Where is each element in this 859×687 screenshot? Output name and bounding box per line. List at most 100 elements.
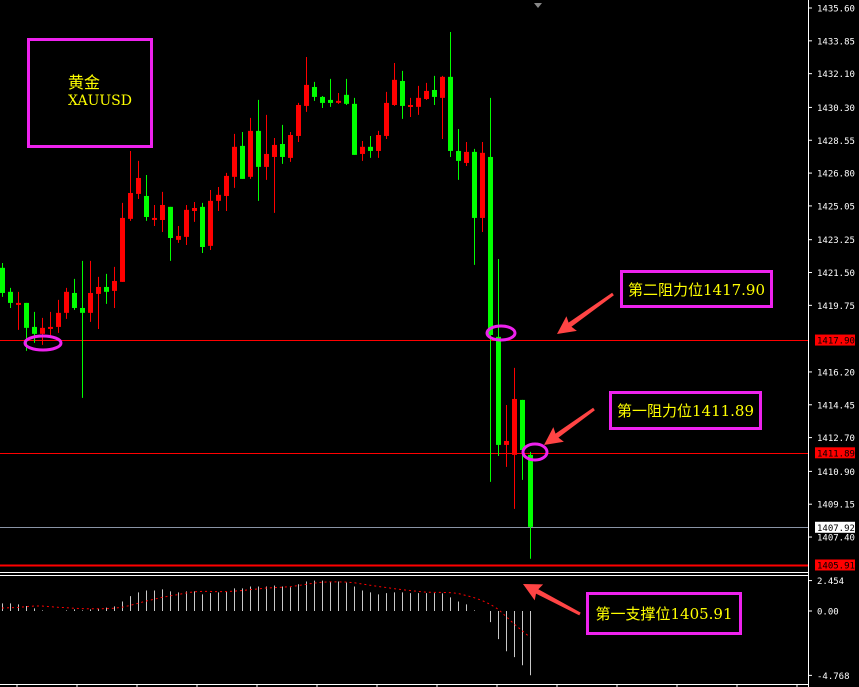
price-tick-label: 1409.15 [817, 501, 855, 511]
price-level-tag [815, 521, 855, 533]
price-levels [0, 340, 808, 567]
price-tick-label: 1428.55 [817, 137, 855, 147]
candle-body [8, 291, 13, 303]
price-level-tag [815, 447, 855, 459]
price-level-label: 1417.90 [817, 337, 855, 347]
candle-body [120, 217, 125, 282]
candle-body [424, 90, 429, 99]
candle-body [280, 144, 285, 157]
candle-body [528, 454, 533, 527]
macd-tick-label: -4.768 [817, 672, 850, 682]
candle-body [184, 209, 189, 237]
annotation-marks [23, 292, 614, 616]
candle-body [40, 327, 45, 334]
candle-body [240, 145, 245, 179]
price-tick-label: 1426.80 [817, 170, 855, 180]
candle-body [256, 130, 261, 167]
annotation-support-1: 第一支撑位1405.91 [586, 592, 742, 635]
candle-body [160, 204, 165, 220]
candle-body [456, 150, 461, 161]
price-tick-label: 1416.20 [817, 368, 855, 378]
arrow-icon [557, 292, 614, 334]
candle-body [512, 398, 517, 455]
macd-signal-line [1, 581, 531, 638]
arrow-icon [523, 584, 581, 616]
candle-body [176, 235, 181, 240]
candle-body [312, 86, 317, 97]
candle-body [480, 152, 485, 218]
candle-body [272, 144, 277, 157]
highlight-ellipse [23, 334, 63, 352]
price-tick-label: 1414.45 [817, 401, 855, 411]
candle-body [32, 326, 37, 334]
macd-tick-label: 0.00 [817, 608, 839, 618]
arrow-icon [544, 407, 595, 445]
candle-body [128, 192, 133, 219]
candle-body [496, 336, 501, 445]
price-tick-label: 1435.60 [817, 5, 855, 15]
price-level-tag [815, 334, 855, 346]
candle-body [144, 195, 149, 217]
candle-body [112, 280, 117, 291]
candle-body [488, 156, 493, 335]
candle-body [360, 146, 365, 154]
symbol-name: 黄金 [68, 73, 101, 92]
candle-body [520, 399, 525, 450]
highlight-ellipse [521, 442, 549, 462]
candle-body [80, 307, 85, 313]
candle-body [152, 217, 157, 220]
candle-body [216, 194, 221, 201]
candle-body [192, 207, 197, 211]
candle-body [320, 96, 325, 103]
macd-tick-label: 2.454 [817, 577, 844, 587]
price-tick-label: 1407.40 [817, 534, 855, 544]
annotation-resistance-1: 第一阻力位1411.89 [609, 391, 762, 430]
candle-body [408, 104, 413, 107]
candle-body [400, 80, 405, 106]
candle-body [224, 175, 229, 196]
candle-body [336, 100, 341, 103]
candle-body [288, 135, 293, 158]
candle-body [168, 206, 173, 238]
candle-body [16, 302, 21, 305]
candles [0, 32, 533, 559]
annotation-resistance-2: 第二阻力位1417.90 [620, 270, 773, 308]
price-tick-label: 1432.10 [817, 70, 855, 80]
candle-body [200, 206, 205, 248]
symbol-box: 黄金 XAUUSD [27, 38, 153, 148]
macd-panel: 2.454 0.00 -4.768 [1, 577, 850, 682]
price-level-tag [815, 559, 855, 571]
price-tick-label: 1412.70 [817, 434, 855, 444]
candle-body [392, 79, 397, 105]
candle-body [432, 89, 437, 97]
candle-body [464, 151, 469, 163]
candle-body [24, 302, 29, 328]
candle-body [208, 200, 213, 246]
candle-body [368, 146, 373, 151]
price-tick-label: 1421.50 [817, 269, 855, 279]
candle-body [448, 76, 453, 151]
candle-body [104, 286, 109, 292]
candle-body [504, 440, 509, 445]
candle-body [0, 267, 5, 293]
candle-body [96, 286, 101, 294]
candle-body [296, 104, 301, 136]
candle-body [64, 291, 69, 313]
candle-body [416, 97, 421, 107]
price-tick-label: 1419.75 [817, 302, 855, 312]
candle-body [48, 326, 53, 329]
symbol-ticker: XAUUSD [68, 93, 132, 109]
price-level-label: 1405.91 [817, 561, 855, 571]
candle-body [248, 130, 253, 177]
candle-body [136, 177, 141, 194]
candle-body [232, 146, 237, 177]
price-tick-label: 1433.85 [817, 37, 855, 47]
candle-body [72, 292, 77, 308]
candle-body [56, 312, 61, 327]
highlight-ellipse [485, 324, 517, 342]
price-tick-label: 1410.90 [817, 468, 855, 478]
candle-body [352, 103, 357, 155]
candle-body [384, 102, 389, 136]
candle-body [304, 84, 309, 106]
